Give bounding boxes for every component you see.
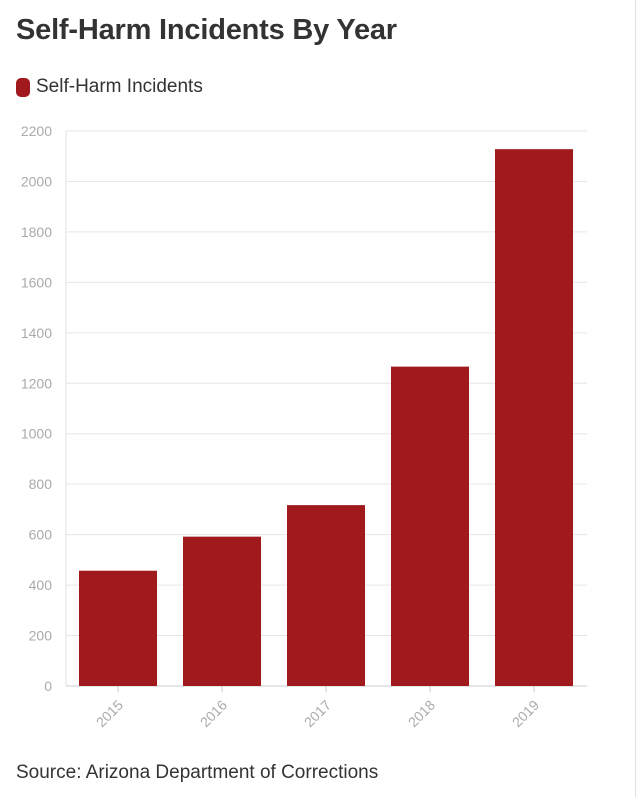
x-tick-label: 2019 bbox=[509, 697, 542, 730]
bar bbox=[183, 536, 261, 686]
bar-chart: 0 200 400 600 800 1000 1200 1400 1600 1800 2000 220… bbox=[21, 123, 587, 730]
legend-swatch bbox=[16, 77, 30, 97]
chart-title: Self-Harm Incidents By Year bbox=[16, 14, 397, 46]
y-tick-label: 400 bbox=[29, 577, 53, 593]
frame-edge bbox=[635, 0, 636, 797]
y-tick-label: 2200 bbox=[21, 123, 52, 139]
y-tick-label: 1000 bbox=[21, 426, 52, 442]
legend: Self-Harm Incidents bbox=[16, 76, 203, 98]
y-tick-label: 0 bbox=[44, 678, 52, 694]
y-tick-label: 600 bbox=[29, 527, 53, 543]
y-tick-label: 2000 bbox=[21, 173, 52, 189]
bar bbox=[495, 149, 573, 686]
y-tick-label: 1800 bbox=[21, 224, 52, 240]
x-tick-label: 2016 bbox=[197, 697, 230, 730]
bar bbox=[287, 505, 365, 686]
x-tick-label: 2017 bbox=[301, 697, 334, 730]
x-tick-label: 2018 bbox=[405, 697, 438, 730]
bar bbox=[79, 570, 157, 686]
y-tick-label: 200 bbox=[29, 628, 53, 644]
y-tick-label: 1600 bbox=[21, 274, 52, 290]
legend-label: Self-Harm Incidents bbox=[36, 76, 203, 97]
source-note: Source: Arizona Department of Correction… bbox=[16, 762, 379, 783]
bar bbox=[391, 366, 469, 686]
x-tick-label: 2015 bbox=[93, 697, 126, 730]
y-tick-label: 800 bbox=[29, 476, 53, 492]
y-tick-label: 1400 bbox=[21, 325, 52, 341]
y-tick-label: 1200 bbox=[21, 375, 52, 391]
